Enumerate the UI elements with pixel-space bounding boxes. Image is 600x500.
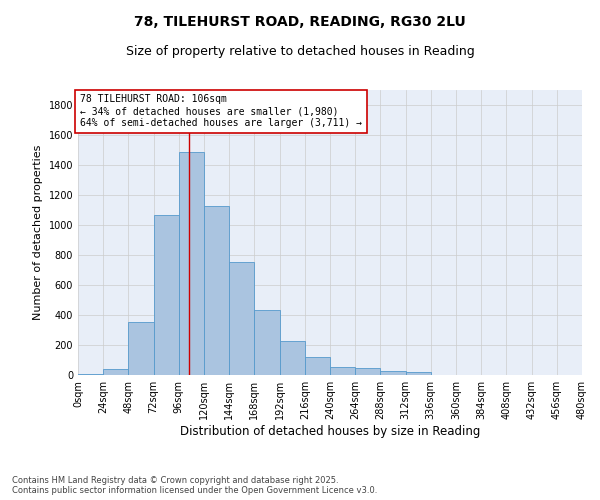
Bar	[78, 374, 103, 375]
Bar	[355, 368, 380, 375]
Bar	[128, 322, 154, 375]
Bar	[103, 370, 128, 375]
Bar	[380, 371, 406, 375]
Text: 78 TILEHURST ROAD: 106sqm
← 34% of detached houses are smaller (1,980)
64% of se: 78 TILEHURST ROAD: 106sqm ← 34% of detac…	[80, 94, 362, 128]
Bar	[406, 372, 431, 375]
Bar	[179, 152, 204, 375]
Text: 78, TILEHURST ROAD, READING, RG30 2LU: 78, TILEHURST ROAD, READING, RG30 2LU	[134, 15, 466, 29]
X-axis label: Distribution of detached houses by size in Reading: Distribution of detached houses by size …	[180, 424, 480, 438]
Bar	[330, 367, 355, 375]
Bar	[254, 310, 280, 375]
Bar	[280, 340, 305, 375]
Bar	[305, 357, 330, 375]
Text: Size of property relative to detached houses in Reading: Size of property relative to detached ho…	[125, 45, 475, 58]
Bar	[204, 206, 229, 375]
Bar	[229, 262, 254, 375]
Text: Contains HM Land Registry data © Crown copyright and database right 2025.
Contai: Contains HM Land Registry data © Crown c…	[12, 476, 377, 495]
Y-axis label: Number of detached properties: Number of detached properties	[33, 145, 43, 320]
Bar	[154, 214, 179, 375]
